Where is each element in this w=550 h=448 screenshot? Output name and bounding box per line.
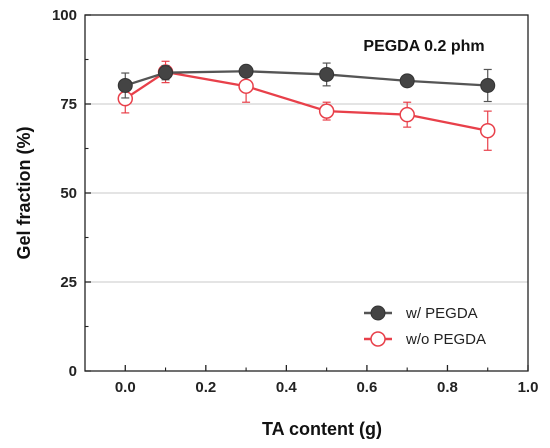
y-tick-label-4: 100	[52, 7, 77, 24]
x-tick-label-2: 0.4	[276, 379, 298, 396]
point-wo-pegda-3	[318, 103, 335, 119]
point-w-pegda-3	[319, 66, 335, 82]
legend-marker-wo-pegda	[370, 331, 386, 347]
x-axis-label: TA content (g)	[262, 419, 382, 439]
legend-marker-w-pegda	[370, 305, 386, 321]
point-w-pegda-0	[117, 77, 133, 93]
y-axis-label: Gel fraction (%)	[14, 126, 34, 259]
point-w-pegda-5	[480, 77, 496, 93]
y-tick-label-1: 25	[60, 274, 77, 291]
y-tick-label-0: 0	[69, 363, 77, 380]
x-tick-label-3: 0.6	[356, 379, 377, 396]
point-w-pegda-2	[238, 63, 254, 79]
point-wo-pegda-2	[238, 78, 254, 94]
chart-annotation: PEGDA 0.2 phm	[363, 38, 484, 55]
point-wo-pegda-5	[479, 122, 496, 139]
y-tick-label-2: 50	[60, 185, 77, 202]
point-w-pegda-4	[399, 73, 415, 89]
legend: w/ PEGDA w/o PEGDA	[364, 305, 486, 348]
y-tick-label-3: 75	[60, 96, 77, 113]
axes	[84, 14, 529, 372]
x-tick-label-5: 1.0	[518, 379, 539, 396]
data-series	[117, 60, 496, 151]
series-line-w-pegda	[124, 70, 488, 87]
grid-lines	[85, 103, 528, 283]
tick-labels: 0 25 50 75 100 0.0 0.2 0.4 0.6 0.8 1.0	[52, 7, 538, 396]
x-tick-label-4: 0.8	[437, 379, 458, 396]
legend-label-w-pegda: w/ PEGDA	[405, 305, 478, 322]
point-w-pegda-1	[158, 65, 174, 81]
x-tick-label-0: 0.0	[115, 379, 136, 396]
x-tick-label-1: 0.2	[195, 379, 216, 396]
legend-label-wo-pegda: w/o PEGDA	[405, 331, 486, 348]
series-line-wo-pegda	[124, 70, 488, 132]
point-wo-pegda-4	[399, 106, 415, 123]
